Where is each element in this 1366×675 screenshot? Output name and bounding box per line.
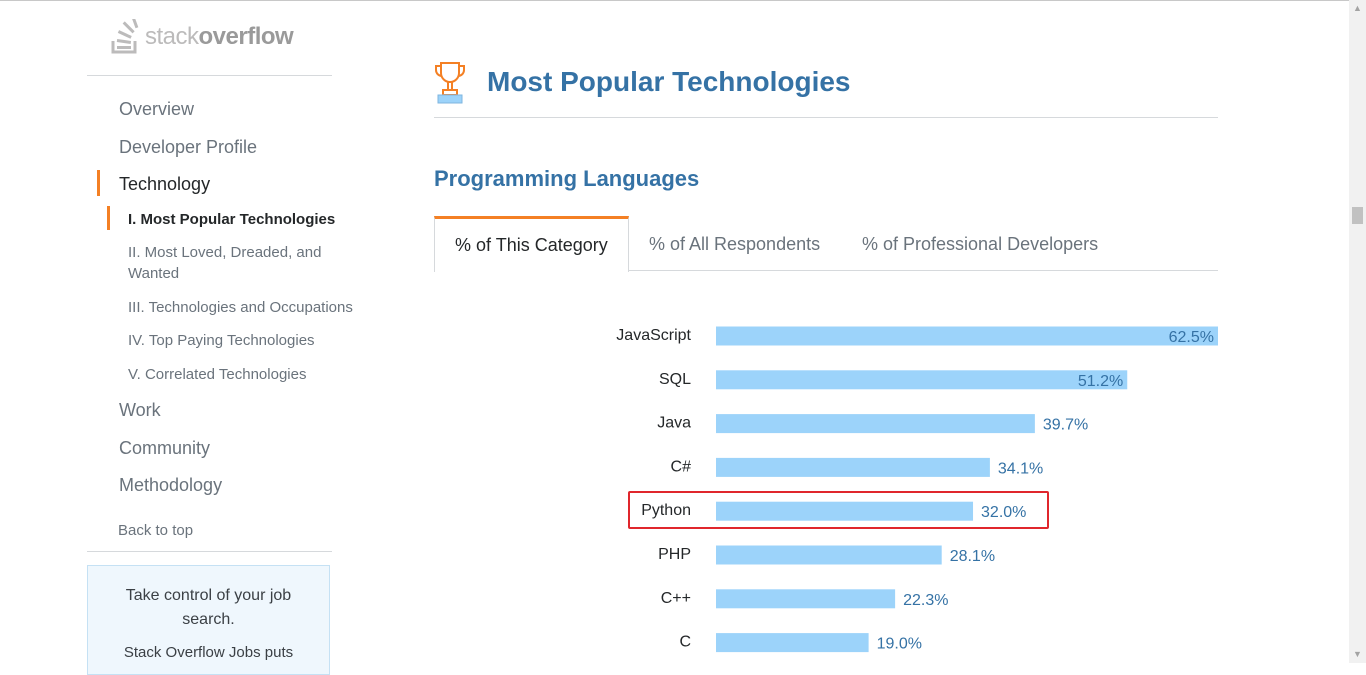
bar-8 bbox=[716, 633, 869, 653]
sidebar-item-developer-profile[interactable]: Developer Profile bbox=[119, 137, 258, 157]
sidebar-divider bbox=[87, 75, 332, 76]
logo-text: stackoverflow bbox=[145, 23, 294, 50]
bar-label-c: C++ bbox=[661, 590, 691, 607]
bar-value-3: 39.7% bbox=[1043, 417, 1088, 434]
bar-value-8: 19.0% bbox=[877, 636, 922, 653]
bar-label-c: C# bbox=[671, 458, 692, 475]
sidebar-item-community[interactable]: Community bbox=[119, 438, 211, 458]
bar-value-1: 62.5% bbox=[1169, 329, 1214, 346]
sidebar-subitem-loved-dreaded[interactable]: II. Most Loved, Dreaded, and Wanted bbox=[128, 244, 322, 282]
title-divider bbox=[434, 117, 1218, 118]
sidebar-item-overview[interactable]: Overview bbox=[119, 99, 195, 119]
bar-value-4: 34.1% bbox=[998, 460, 1043, 477]
sidebar-divider-bottom bbox=[87, 551, 332, 552]
bar-label-java: Java bbox=[657, 415, 691, 432]
promo-body: Stack Overflow Jobs puts bbox=[123, 644, 294, 661]
sidebar-item-technology[interactable]: Technology bbox=[119, 174, 211, 194]
bar-value-6: 28.1% bbox=[950, 548, 995, 565]
sidebar-subitem-most-popular[interactable]: I. Most Popular Technologies bbox=[128, 211, 336, 228]
bar-label-c: C bbox=[679, 634, 691, 651]
tab-bar: % of This Category % of All Respondents … bbox=[434, 216, 1218, 272]
bar-2 bbox=[716, 370, 1128, 390]
sidebar-item-work[interactable]: Work bbox=[119, 400, 161, 420]
promo-title: Take control of your job search. bbox=[125, 587, 292, 628]
stackoverflow-logo[interactable]: stackoverflow bbox=[110, 18, 294, 56]
bar-4 bbox=[716, 457, 990, 477]
bar-value-7: 22.3% bbox=[903, 592, 948, 609]
active-nav-indicator bbox=[97, 170, 100, 196]
vertical-scrollbar[interactable]: ▲ ▼ bbox=[1349, 0, 1366, 663]
sidebar-subitem-top-paying[interactable]: IV. Top Paying Technologies bbox=[128, 332, 315, 349]
trophy-icon bbox=[435, 62, 465, 104]
window-top-border bbox=[0, 0, 1349, 1]
bar-value-2: 51.2% bbox=[1078, 373, 1123, 390]
scroll-down-arrow-icon[interactable]: ▼ bbox=[1353, 649, 1362, 659]
bar-label-sql: SQL bbox=[659, 371, 691, 388]
bar-3 bbox=[716, 414, 1035, 434]
bar-label-javascript: JavaScript bbox=[616, 327, 691, 344]
python-highlight-box bbox=[628, 491, 1049, 529]
bar-1 bbox=[716, 326, 1218, 346]
tab-professional-developers[interactable]: % of Professional Developers bbox=[862, 234, 1099, 254]
sidebar-subitem-occupations[interactable]: III. Technologies and Occupations bbox=[128, 299, 353, 316]
sidebar-item-methodology[interactable]: Methodology bbox=[119, 475, 223, 495]
page-title: Most Popular Technologies bbox=[487, 66, 851, 97]
scroll-thumb[interactable] bbox=[1352, 207, 1363, 224]
sidebar-subitem-correlated[interactable]: V. Correlated Technologies bbox=[128, 366, 307, 383]
bar-7 bbox=[716, 589, 896, 609]
stack-logo-icon bbox=[111, 19, 139, 54]
back-to-top-link[interactable]: Back to top bbox=[118, 522, 194, 539]
section-title: Programming Languages bbox=[434, 166, 700, 191]
tab-this-category[interactable]: % of This Category bbox=[434, 216, 629, 272]
active-subnav-indicator bbox=[107, 206, 110, 230]
scroll-up-arrow-icon[interactable]: ▲ bbox=[1353, 3, 1362, 13]
jobs-promo-box[interactable]: Take control of your job search. Stack O… bbox=[87, 565, 330, 675]
bar-label-php: PHP bbox=[658, 546, 691, 563]
tab-all-respondents[interactable]: % of All Respondents bbox=[649, 234, 821, 254]
bar-6 bbox=[716, 545, 942, 565]
